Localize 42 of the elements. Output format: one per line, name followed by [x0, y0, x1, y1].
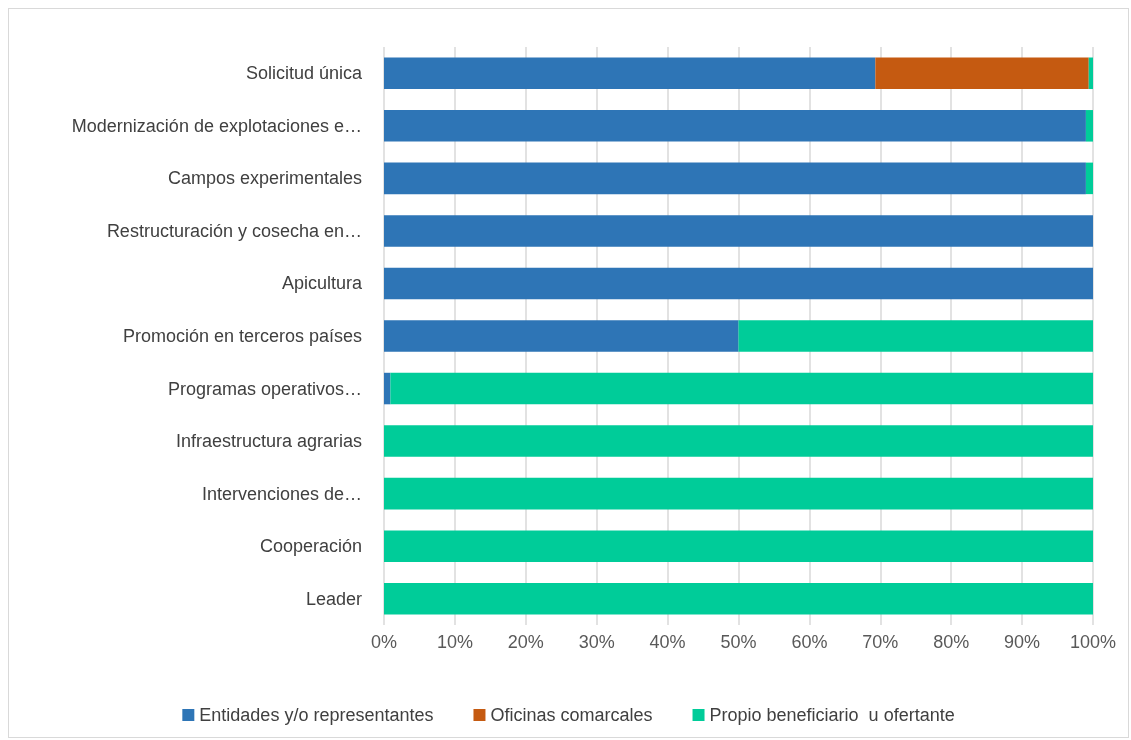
- y-tick-label: Apicultura: [281, 273, 363, 294]
- bar: [384, 477, 1093, 510]
- y-tick-label: Programas operativos…: [167, 378, 362, 399]
- bar: [384, 530, 1093, 562]
- y-tick-label: Campos experimentales: [167, 168, 362, 189]
- bar: [738, 320, 1093, 352]
- y-tick-label: Solicitud única: [245, 63, 363, 84]
- bar: [384, 110, 1086, 142]
- bar: [384, 162, 1086, 195]
- bar: [390, 372, 1093, 405]
- legend-label: Entidades y/o representantes: [199, 705, 434, 725]
- y-tick-label: Restructuración y cosecha en…: [106, 220, 362, 241]
- bar: [384, 215, 1093, 247]
- bar: [1085, 162, 1093, 195]
- bar: [1085, 110, 1093, 142]
- x-tick-label: 20%: [507, 632, 544, 652]
- legend-label: Oficinas comarcales: [490, 705, 653, 725]
- x-tick-label: 0%: [370, 632, 398, 652]
- x-tick-label: 100%: [1069, 632, 1117, 652]
- bar: [384, 57, 876, 90]
- bar: [384, 425, 1093, 457]
- bar: [384, 267, 1093, 300]
- y-tick-label: Promoción en terceros países: [122, 326, 362, 346]
- x-tick-label: 50%: [720, 632, 757, 652]
- x-tick-label: 30%: [578, 632, 615, 652]
- x-tick-label: 80%: [933, 632, 970, 652]
- x-tick-label: 60%: [791, 632, 828, 652]
- bar: [875, 57, 1089, 90]
- bar: [384, 582, 1093, 615]
- y-tick-label: Cooperación: [259, 536, 362, 557]
- y-tick-label: Intervenciones de…: [201, 483, 362, 504]
- bar: [384, 320, 739, 352]
- x-tick-label: 70%: [862, 632, 899, 652]
- y-tick-label: Leader: [305, 588, 362, 609]
- legend-label: Propio beneficiario u ofertante: [709, 705, 955, 725]
- x-tick-label: 90%: [1004, 632, 1041, 652]
- bar: [384, 372, 391, 405]
- bar: [1088, 57, 1093, 90]
- x-tick-label: 10%: [436, 632, 473, 652]
- y-tick-label: Infraestructura agrarias: [175, 431, 362, 452]
- y-tick-label: Modernización de explotaciones e…: [71, 115, 362, 136]
- x-tick-label: 40%: [649, 632, 686, 652]
